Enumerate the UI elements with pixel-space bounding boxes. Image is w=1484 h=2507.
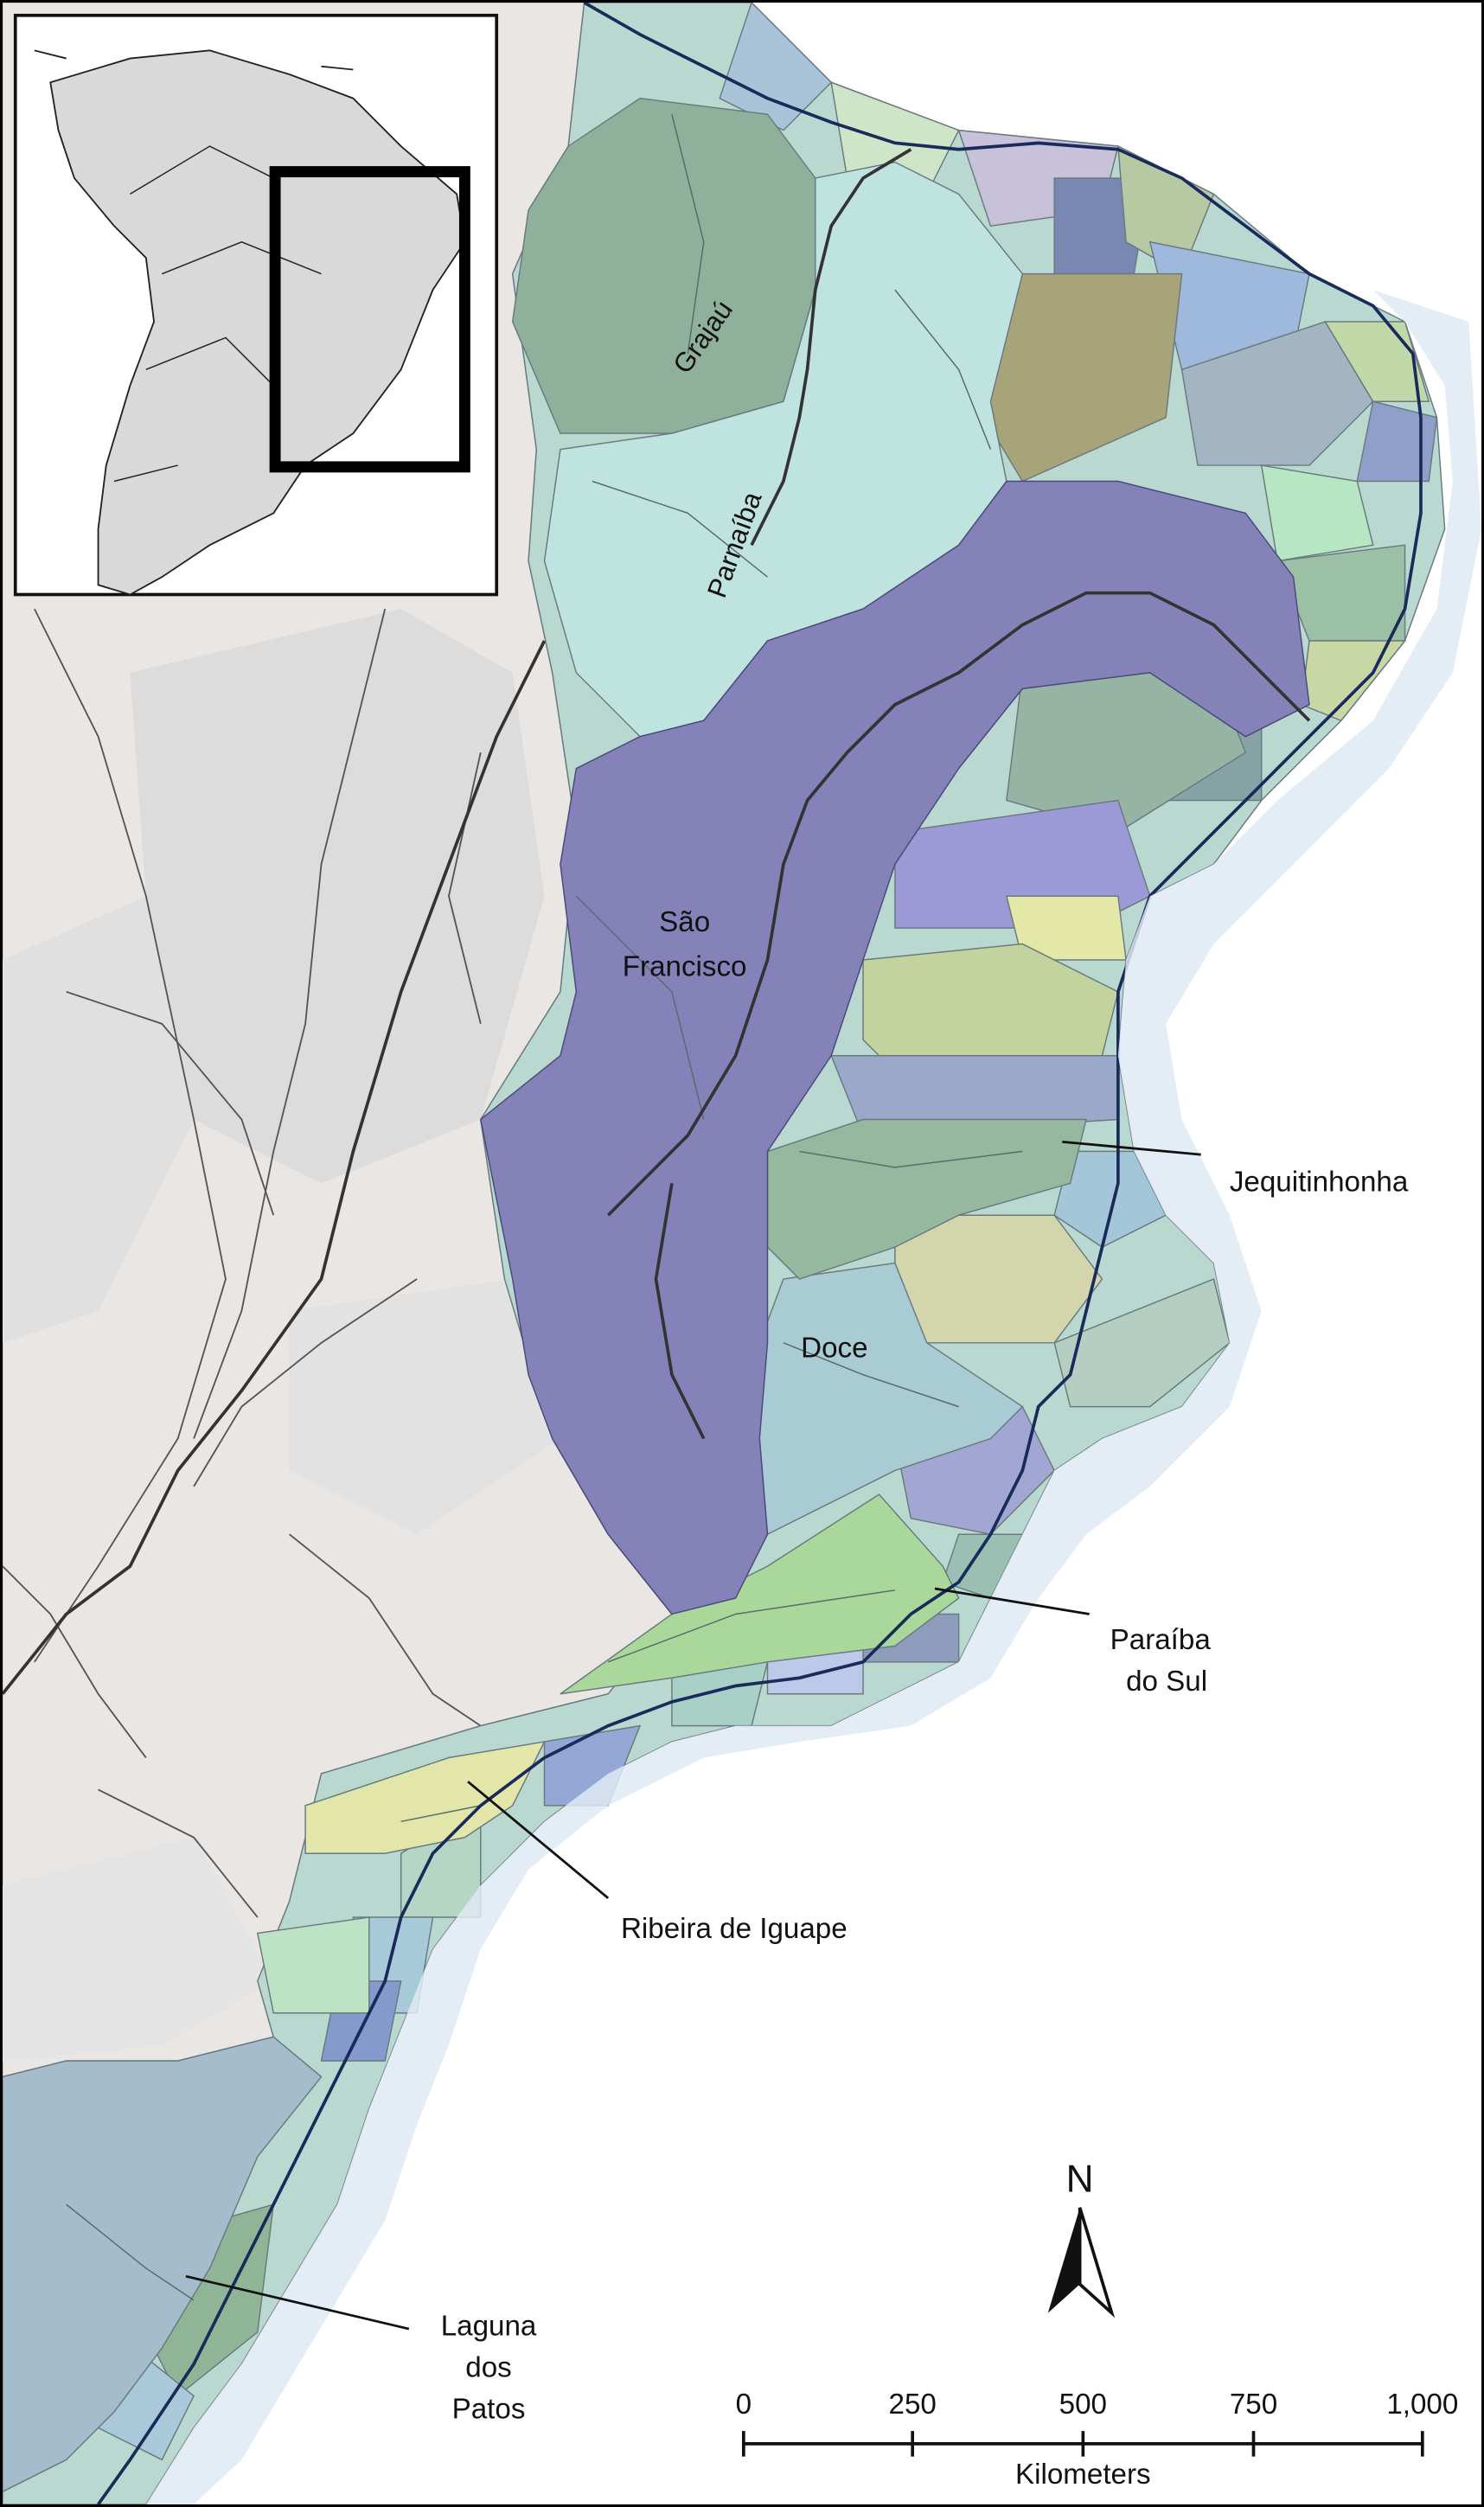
label-ribeira: Ribeira de Iguape <box>621 1913 848 1945</box>
scale-tick-250: 250 <box>889 2389 937 2421</box>
sao-francisco-tributary <box>654 1183 706 1440</box>
main-rivers <box>606 148 1311 1440</box>
north-label: N <box>1066 2158 1094 2200</box>
main-river-west <box>3 640 547 1695</box>
label-laguna-3: Patos <box>452 2393 526 2425</box>
inset-map <box>13 13 499 597</box>
inset-extent-box <box>269 166 470 473</box>
label-sao-francisco-1: São <box>659 906 710 938</box>
continental-shelf <box>145 290 1481 2504</box>
outside-rivers <box>3 608 482 1918</box>
ribeira-basin <box>304 1741 546 1854</box>
leader-lines <box>185 1140 1201 2331</box>
scale-unit: Kilometers <box>1015 2459 1151 2491</box>
south-america-locator-map <box>49 49 466 596</box>
scale-bar: 0 250 500 750 1,000 Kilometers <box>736 2389 1459 2491</box>
scale-tick-750: 750 <box>1230 2389 1277 2421</box>
scale-tick-0: 0 <box>736 2389 752 2421</box>
laguna-dos-patos-basin <box>3 2036 323 2493</box>
label-laguna-2: dos <box>465 2351 511 2383</box>
grey-basin-3 <box>289 1279 560 1535</box>
scale-tick-500: 500 <box>1059 2389 1107 2421</box>
label-laguna-1: Laguna <box>441 2310 537 2342</box>
atlantic-rivers <box>66 113 1023 2301</box>
label-doce: Doce <box>801 1332 867 1364</box>
coastline <box>97 3 1423 2504</box>
label-paraiba-do-sul-1: Paraíba <box>1110 1624 1212 1656</box>
sao-francisco-river <box>606 591 1311 1217</box>
label-sao-francisco-2: Francisco <box>623 950 747 982</box>
grey-basin-2 <box>3 896 195 1343</box>
scale-tick-1000: 1,000 <box>1386 2389 1458 2421</box>
callout-labels: Jequitinhonha Paraíba do Sul Ribeira de … <box>441 1167 1409 2426</box>
grey-basin-1 <box>130 609 545 1184</box>
map-canvas: Grajaú Parnaíba São Francisco Doce Jequi… <box>3 3 1481 2504</box>
sao-francisco-basin <box>479 480 1310 1615</box>
grey-basin-4 <box>3 1837 274 2062</box>
parnaiba-river <box>750 148 912 547</box>
label-paraiba-do-sul-2: do Sul <box>1126 1666 1207 1698</box>
label-jequitinhonha: Jequitinhonha <box>1230 1167 1409 1199</box>
